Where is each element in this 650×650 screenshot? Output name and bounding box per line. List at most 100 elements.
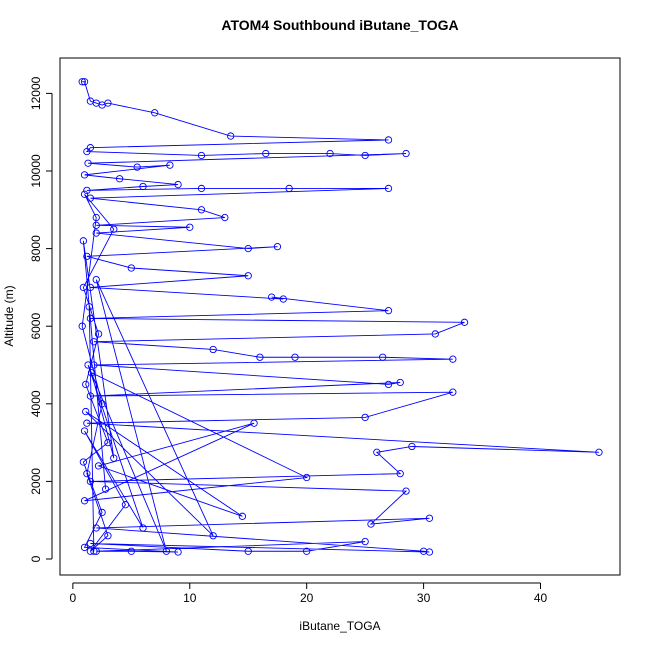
- data-point: [110, 225, 118, 233]
- data-point: [209, 345, 217, 354]
- data-point: [186, 223, 194, 231]
- data-point: [279, 295, 287, 303]
- data-point: [238, 512, 247, 520]
- data-point: [139, 524, 147, 532]
- data-point: [94, 462, 103, 470]
- data-point: [361, 537, 369, 546]
- data-point: [166, 161, 174, 169]
- data-point: [396, 469, 404, 478]
- data-point: [595, 448, 603, 456]
- data-point: [101, 485, 110, 493]
- data-point: [197, 206, 206, 214]
- data-point: [92, 229, 100, 237]
- data-point: [373, 448, 381, 456]
- data-point: [92, 221, 100, 229]
- data-point: [92, 524, 100, 532]
- data-point: [94, 330, 103, 338]
- data-point: [384, 380, 393, 389]
- data-point: [133, 163, 141, 171]
- data-point: [431, 330, 439, 338]
- data-point: [80, 497, 89, 505]
- data-point: [86, 283, 95, 292]
- data-point: [83, 469, 91, 478]
- data-point: [326, 149, 334, 158]
- data-point: [79, 458, 88, 466]
- data-line: [81, 81, 599, 553]
- data-point: [78, 78, 86, 86]
- y-tick-label: 12000: [29, 76, 43, 110]
- y-tick-label: 4000: [29, 390, 43, 417]
- data-point: [419, 547, 428, 555]
- y-tick-label: 8000: [29, 235, 43, 262]
- data-point: [92, 275, 100, 284]
- data-point: [303, 547, 311, 555]
- data-point: [361, 151, 369, 160]
- data-point: [449, 388, 457, 396]
- data-point: [262, 149, 270, 158]
- data-point: [402, 487, 410, 495]
- data-point: [121, 501, 130, 509]
- x-tick-label: 10: [183, 591, 197, 605]
- data-point: [244, 272, 252, 280]
- y-axis-label: Altitude (m): [2, 285, 16, 346]
- data-point: [80, 543, 89, 552]
- data-point: [139, 182, 147, 191]
- data-point: [83, 147, 91, 156]
- data-point: [82, 380, 90, 389]
- data-point: [86, 547, 95, 555]
- x-tick-label: 20: [300, 591, 314, 605]
- data-point: [361, 413, 369, 422]
- data-point: [250, 419, 258, 427]
- data-point: [303, 473, 311, 482]
- data-point: [90, 338, 98, 346]
- data-point: [384, 184, 393, 193]
- data-point: [285, 184, 293, 193]
- data-point: [449, 355, 457, 363]
- data-point: [92, 213, 100, 222]
- data-point: [273, 243, 282, 251]
- x-axis-label: iButane_TOGA: [299, 619, 380, 633]
- x-tick-label: 0: [70, 591, 77, 605]
- data-point: [425, 514, 434, 522]
- data-point: [98, 508, 106, 517]
- data-point: [104, 532, 112, 540]
- data-point: [90, 361, 98, 369]
- data-point: [127, 264, 135, 272]
- data-point: [384, 136, 393, 144]
- data-point: [87, 369, 96, 377]
- data-point: [80, 78, 89, 86]
- data-point: [402, 149, 410, 158]
- y-tick-label: 6000: [29, 313, 43, 340]
- data-point: [80, 190, 89, 198]
- data-point: [291, 353, 299, 361]
- data-point: [197, 151, 206, 160]
- data-point: [80, 427, 89, 435]
- data-point: [83, 252, 91, 261]
- data-point: [151, 109, 159, 117]
- data-point: [460, 318, 469, 326]
- plot-frame: [59, 57, 621, 576]
- data-point: [115, 175, 124, 183]
- y-tick-label: 2000: [29, 468, 43, 495]
- data-point: [367, 520, 375, 528]
- data-point: [197, 184, 206, 193]
- data-point: [244, 244, 252, 253]
- data-point: [84, 159, 92, 167]
- x-tick-label: 40: [534, 591, 548, 605]
- y-tick-label: 10000: [29, 154, 43, 188]
- data-point: [86, 392, 95, 400]
- data-point: [384, 307, 393, 315]
- data-point: [98, 400, 106, 408]
- data-point: [82, 407, 90, 416]
- data-point: [84, 361, 92, 369]
- data-point: [379, 353, 387, 361]
- data-point: [221, 213, 229, 222]
- data-point: [174, 548, 182, 556]
- data-point: [256, 353, 264, 361]
- data-point: [267, 293, 276, 301]
- data-point: [174, 180, 182, 189]
- data-point: [86, 539, 95, 548]
- data-point: [78, 322, 86, 330]
